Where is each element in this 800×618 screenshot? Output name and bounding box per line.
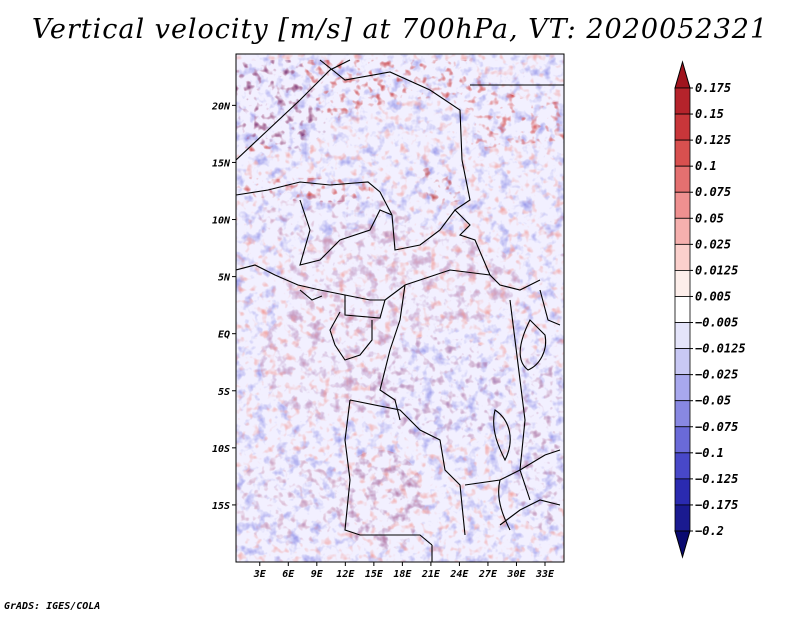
- lon-label: 24E: [449, 569, 469, 580]
- colorbar-label: 0.05: [695, 211, 724, 225]
- colorbar-segment: [674, 478, 691, 506]
- lat-label: 20N: [211, 101, 231, 112]
- colorbar-segment: [674, 113, 691, 141]
- lon-label: 15E: [365, 569, 384, 580]
- colorbar-label: −0.05: [695, 394, 731, 408]
- colorbar-segment: [674, 348, 691, 376]
- lon-label: 3E: [253, 569, 267, 580]
- colorbar: 0.175 0.15 0.125 0.1 0.075 0.05 0.025 0.0125 0.0…: [674, 60, 746, 559]
- lon-label: 33E: [535, 569, 555, 580]
- lat-label: 10S: [212, 444, 230, 455]
- colorbar-label: 0.1: [695, 159, 717, 173]
- colorbar-segment: [674, 452, 691, 480]
- latitude-axis: 20N 15N 10N 5N EQ 5S 10S 15S: [211, 101, 236, 512]
- colorbar-label: 0.005: [695, 289, 731, 303]
- colorbar-segment: [674, 322, 691, 349]
- lon-label: 9E: [311, 569, 324, 580]
- colorbar-label: 0.0125: [695, 263, 738, 277]
- velocity-field: [236, 54, 564, 562]
- lon-label: 6E: [282, 569, 295, 580]
- colorbar-segment: [674, 87, 691, 115]
- colorbar-segment: [674, 374, 691, 402]
- lon-label: 18E: [393, 569, 412, 580]
- lat-label: 5S: [218, 387, 230, 398]
- colorbar-segment: [674, 165, 691, 193]
- colorbar-segment: [674, 139, 691, 167]
- country-borders: [236, 59, 564, 562]
- colorbar-label: 0.025: [695, 237, 731, 251]
- colorbar-segment: [674, 243, 691, 271]
- colorbar-label: −0.175: [695, 498, 738, 512]
- colorbar-segment: [674, 426, 691, 454]
- lon-label: 27E: [478, 569, 498, 580]
- colorbar-segment: [674, 270, 691, 297]
- lat-label: 5N: [218, 273, 231, 284]
- colorbar-segment: [674, 504, 691, 532]
- longitude-axis: 3E 6E 9E 12E 15E 18E 21E 24E 27E 30E 33E: [253, 562, 555, 580]
- colorbar-label: −0.2: [695, 524, 724, 538]
- lat-label: EQ: [218, 330, 230, 341]
- lat-label: 10N: [212, 216, 231, 227]
- lon-label: 12E: [336, 569, 355, 580]
- map-frame: [235, 53, 565, 563]
- colorbar-segment: [674, 400, 691, 428]
- colorbar-label: −0.0125: [695, 342, 746, 356]
- chart-title: Vertical velocity [m/s] at 700hPa, VT: 2…: [31, 14, 769, 45]
- colorbar-segment: [674, 217, 691, 245]
- colorbar-label: 0.15: [695, 107, 724, 121]
- colorbar-label: 0.075: [695, 185, 731, 199]
- colorbar-segment: [674, 296, 691, 323]
- colorbar-bottom-arrow: [674, 530, 691, 559]
- colorbar-label: −0.1: [695, 446, 724, 460]
- lon-label: 30E: [506, 569, 526, 580]
- colorbar-label: −0.005: [695, 316, 738, 330]
- colorbar-label: −0.025: [695, 368, 738, 382]
- colorbar-label: −0.125: [695, 472, 738, 486]
- colorbar-label: −0.075: [695, 420, 738, 434]
- lat-label: 15S: [212, 501, 230, 512]
- lon-label: 21E: [421, 569, 441, 580]
- colorbar-label: 0.125: [695, 133, 731, 147]
- lat-label: 15N: [212, 158, 231, 169]
- colorbar-label: 0.175: [695, 81, 731, 95]
- grads-credit: GrADS: IGES/COLA: [4, 601, 101, 612]
- colorbar-top-arrow: [674, 60, 691, 89]
- colorbar-segment: [674, 191, 691, 219]
